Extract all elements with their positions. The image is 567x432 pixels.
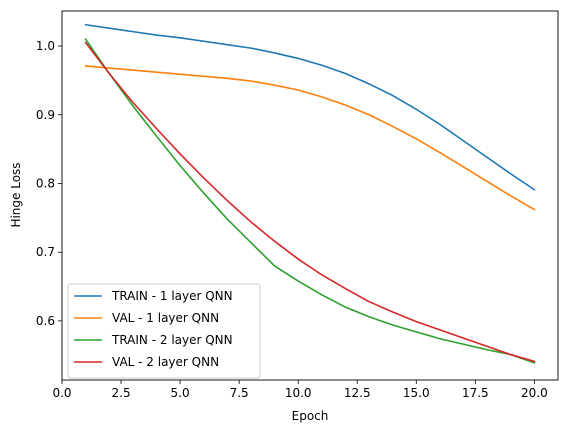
x-tick-label: 20.0 <box>521 386 548 400</box>
y-tick-label: 0.8 <box>36 176 55 190</box>
y-tick-label: 0.7 <box>36 245 55 259</box>
y-axis-ticks: 0.6 0.7 0.8 0.9 1.0 <box>36 39 62 328</box>
x-tick-label: 17.5 <box>462 386 489 400</box>
y-tick-label: 0.9 <box>36 108 55 122</box>
x-tick-label: 10.0 <box>285 386 312 400</box>
legend: TRAIN - 1 layer QNN VAL - 1 layer QNN TRAI… <box>67 283 261 379</box>
series-lines <box>84 23 536 364</box>
legend-label: VAL - 2 layer QNN <box>112 355 219 369</box>
series-line-4 <box>84 41 536 363</box>
plot-frame <box>61 10 559 381</box>
series-line-3 <box>84 38 536 364</box>
legend-box <box>67 283 261 379</box>
y-tick-label: 0.6 <box>36 314 55 328</box>
legend-label: VAL - 1 layer QNN <box>112 311 219 325</box>
series-line-2 <box>84 65 536 211</box>
y-axis-label: Hinge Loss <box>9 162 23 227</box>
x-tick-label: 5.0 <box>171 386 190 400</box>
legend-label: TRAIN - 2 layer QNN <box>111 333 233 347</box>
x-tick-label: 0.0 <box>52 386 71 400</box>
x-axis-label: Epoch <box>292 409 329 423</box>
x-tick-label: 12.5 <box>344 386 371 400</box>
y-tick-label: 1.0 <box>36 39 55 53</box>
series-line-1 <box>84 23 536 191</box>
legend-label: TRAIN - 1 layer QNN <box>111 289 233 303</box>
x-tick-label: 7.5 <box>230 386 249 400</box>
x-tick-label: 15.0 <box>403 386 430 400</box>
x-axis-ticks: 0.0 2.5 5.0 7.5 10.0 12.5 15.0 17.5 20.0 <box>52 380 548 400</box>
x-tick-label: 2.5 <box>112 386 131 400</box>
